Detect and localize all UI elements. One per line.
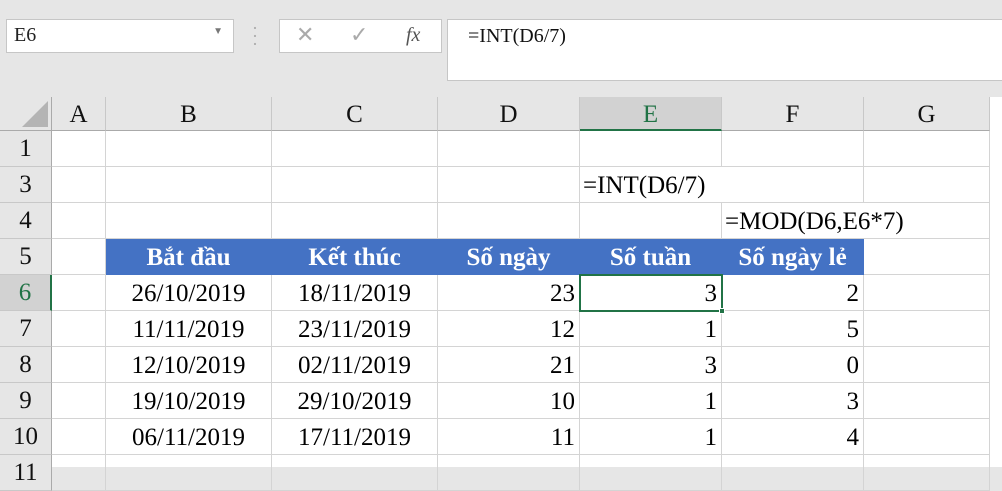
- active-cell-selection: [579, 274, 725, 314]
- table-header[interactable]: Số ngày lẻ: [722, 239, 864, 275]
- table-cell[interactable]: 0: [722, 347, 864, 383]
- table-cell[interactable]: 23: [438, 275, 580, 311]
- cell[interactable]: [864, 347, 990, 383]
- cell[interactable]: [580, 131, 722, 167]
- table-cell[interactable]: 12: [438, 311, 580, 347]
- cell[interactable]: [864, 383, 990, 419]
- row-header[interactable]: 8: [0, 347, 52, 383]
- cell[interactable]: [272, 131, 438, 167]
- column-header-f[interactable]: F: [722, 97, 864, 131]
- table-cell[interactable]: 29/10/2019: [272, 383, 438, 419]
- table-header[interactable]: Số tuần: [580, 239, 722, 275]
- table-header[interactable]: Số ngày: [438, 239, 580, 275]
- cell[interactable]: [722, 167, 864, 203]
- table-cell[interactable]: 19/10/2019: [106, 383, 272, 419]
- cell[interactable]: [864, 239, 990, 275]
- row-header[interactable]: 11: [0, 455, 52, 491]
- cell[interactable]: [52, 167, 106, 203]
- cell[interactable]: [438, 131, 580, 167]
- annotation-mod[interactable]: =MOD(D6,E6*7): [722, 203, 904, 239]
- cell[interactable]: [580, 203, 722, 239]
- table-cell[interactable]: 17/11/2019: [272, 419, 438, 455]
- row-header[interactable]: 7: [0, 311, 52, 347]
- cell[interactable]: [106, 203, 272, 239]
- name-box[interactable]: E6 ▼: [6, 19, 234, 53]
- cell[interactable]: [272, 455, 438, 491]
- table-cell[interactable]: 3: [580, 347, 722, 383]
- cell[interactable]: [864, 203, 990, 239]
- row-header[interactable]: 1: [0, 131, 52, 167]
- table-cell[interactable]: 18/11/2019: [272, 275, 438, 311]
- fill-handle[interactable]: [719, 308, 725, 314]
- table-cell[interactable]: 3: [722, 383, 864, 419]
- table-cell[interactable]: 5: [722, 311, 864, 347]
- row-header[interactable]: 4: [0, 203, 52, 239]
- chevron-down-icon[interactable]: ▼: [213, 26, 223, 37]
- column-header-d[interactable]: D: [438, 97, 580, 131]
- cell[interactable]: [52, 455, 106, 491]
- table-cell[interactable]: 23/11/2019: [272, 311, 438, 347]
- cancel-icon[interactable]: ✕: [296, 22, 315, 47]
- table-cell[interactable]: 12/10/2019: [106, 347, 272, 383]
- cell[interactable]: [864, 455, 990, 491]
- insert-function-icon[interactable]: fx: [406, 24, 421, 46]
- cell[interactable]: [864, 131, 990, 167]
- column-header-g[interactable]: G: [864, 97, 990, 131]
- cell[interactable]: [52, 419, 106, 455]
- drag-handle-icon[interactable]: · · ·: [252, 18, 258, 54]
- cell[interactable]: [722, 131, 864, 167]
- table-cell[interactable]: 26/10/2019: [106, 275, 272, 311]
- name-box-value: E6: [14, 24, 37, 46]
- table-cell[interactable]: 06/11/2019: [106, 419, 272, 455]
- column-header-e[interactable]: E: [580, 97, 722, 131]
- cell[interactable]: [52, 203, 106, 239]
- cell[interactable]: [438, 167, 580, 203]
- table-cell[interactable]: 21: [438, 347, 580, 383]
- column-header-c[interactable]: C: [272, 97, 438, 131]
- table-cell[interactable]: 11: [438, 419, 580, 455]
- spreadsheet-grid[interactable]: A B C D E F G 1 3 4 5 6 7 8 9 10 11 =INT(D6/7) =MO…: [0, 97, 1002, 491]
- cell[interactable]: [272, 203, 438, 239]
- formula-buttons: ✕ ✓ fx: [279, 19, 442, 53]
- formula-input[interactable]: =INT(D6/7): [447, 19, 1002, 81]
- column-header-a[interactable]: A: [52, 97, 106, 131]
- annotation-int[interactable]: =INT(D6/7): [580, 167, 722, 203]
- table-cell[interactable]: 1: [580, 311, 722, 347]
- table-cell[interactable]: 11/11/2019: [106, 311, 272, 347]
- row-header[interactable]: 10: [0, 419, 52, 455]
- cell[interactable]: [52, 275, 106, 311]
- select-all-button[interactable]: [0, 97, 52, 131]
- cell[interactable]: [52, 131, 106, 167]
- table-cell[interactable]: 1: [580, 383, 722, 419]
- table-header[interactable]: Bắt đầu: [106, 239, 272, 275]
- cell[interactable]: [438, 203, 580, 239]
- cell[interactable]: [272, 167, 438, 203]
- cell[interactable]: [722, 455, 864, 491]
- row-header[interactable]: 6: [0, 275, 52, 311]
- cell[interactable]: [52, 311, 106, 347]
- cell[interactable]: [106, 455, 272, 491]
- cell[interactable]: [580, 455, 722, 491]
- cell[interactable]: [864, 275, 990, 311]
- row-header[interactable]: 9: [0, 383, 52, 419]
- cell[interactable]: [52, 239, 106, 275]
- table-cell[interactable]: 4: [722, 419, 864, 455]
- table-cell[interactable]: 02/11/2019: [272, 347, 438, 383]
- table-header[interactable]: Kết thúc: [272, 239, 438, 275]
- cell[interactable]: [864, 311, 990, 347]
- cell[interactable]: [52, 383, 106, 419]
- enter-icon[interactable]: ✓: [350, 22, 369, 47]
- cell[interactable]: [106, 167, 272, 203]
- row-header[interactable]: 5: [0, 239, 52, 275]
- cell[interactable]: [106, 131, 272, 167]
- cell[interactable]: [52, 347, 106, 383]
- table-cell[interactable]: 1: [580, 419, 722, 455]
- cell[interactable]: [438, 455, 580, 491]
- cell[interactable]: [864, 167, 990, 203]
- row-header[interactable]: 3: [0, 167, 52, 203]
- cell[interactable]: [864, 419, 990, 455]
- table-cell[interactable]: 2: [722, 275, 864, 311]
- column-header-b[interactable]: B: [106, 97, 272, 131]
- table-cell[interactable]: 10: [438, 383, 580, 419]
